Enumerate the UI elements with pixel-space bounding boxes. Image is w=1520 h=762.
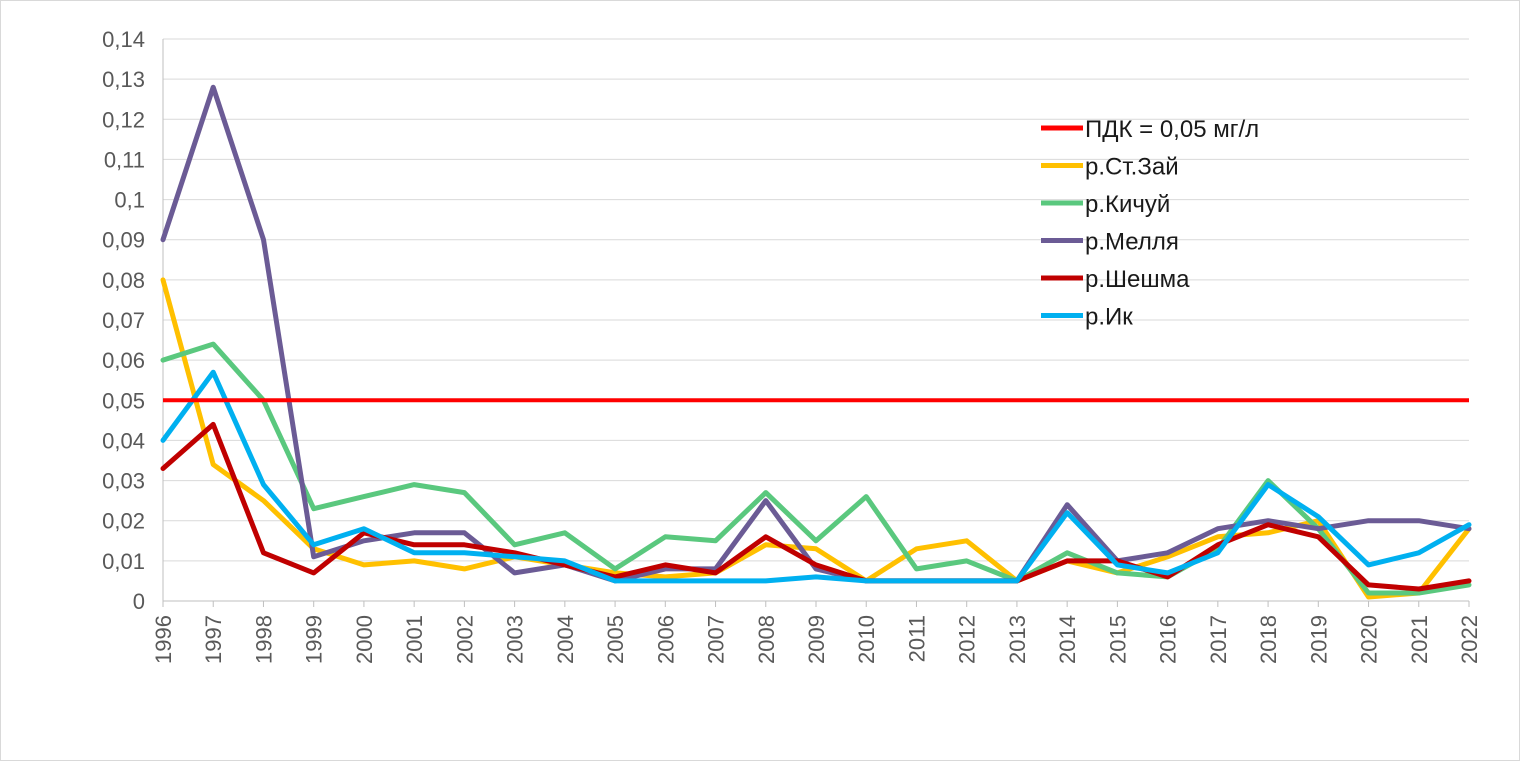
series-line-1 (160, 277, 1472, 600)
x-tick-label: 2008 (754, 615, 779, 664)
y-tick-label: 0,13 (102, 67, 145, 92)
x-tick-label: 1997 (201, 615, 226, 664)
x-tick-label: 2021 (1407, 615, 1432, 664)
y-tick-label: 0,14 (102, 27, 145, 52)
x-tick-label: 2001 (402, 615, 427, 664)
x-tick-label: 2003 (503, 615, 528, 664)
y-tick-label: 0,08 (102, 268, 145, 293)
x-tick-label: 2012 (955, 615, 980, 664)
legend-label: р.Ик (1085, 304, 1133, 331)
y-tick-label: 0,12 (102, 107, 145, 132)
x-tick-label: 2020 (1357, 615, 1382, 664)
y-tick-label: 0,04 (102, 428, 145, 453)
x-tick-label: 2019 (1306, 615, 1331, 664)
legend-label: р.Мелля (1085, 229, 1179, 256)
x-tick-label: 1998 (251, 615, 276, 664)
x-tick-labels: 1996 1997 1998 1999 2000 2001 2002 2003 2004 2005… (151, 601, 1482, 664)
y-tick-label: 0,09 (102, 228, 145, 253)
x-tick-label: 2000 (352, 615, 377, 664)
x-tick-label: 2017 (1206, 615, 1231, 664)
series-lines (160, 84, 1472, 600)
legend-label: р.Кичуй (1085, 191, 1170, 218)
x-tick-label: 2002 (452, 615, 477, 664)
y-tick-label: 0,11 (104, 147, 145, 172)
x-tick-label: 2004 (553, 615, 578, 664)
y-tick-label: 0,07 (102, 308, 145, 333)
x-tick-label: 2011 (904, 615, 929, 662)
series-line-2 (160, 341, 1472, 596)
y-tick-label: 0,01 (102, 549, 145, 574)
x-tick-label: 2014 (1055, 615, 1080, 664)
y-tick-labels: 0 0,01 0,02 0,03 0,04 0,05 0,06 0,07 0,08 0,09 0,1… (102, 27, 145, 614)
legend-label: р.Шешма (1085, 266, 1190, 293)
y-tick-label: 0,05 (102, 388, 145, 413)
y-tick-label: 0,1 (114, 188, 145, 213)
x-tick-label: 2010 (854, 615, 879, 664)
x-tick-label: 1999 (302, 615, 327, 664)
x-tick-label: 2007 (704, 615, 729, 664)
x-tick-label: 2013 (1005, 615, 1030, 664)
legend-label: ПДК = 0,05 мг/л (1085, 116, 1259, 143)
y-tick-label: 0 (133, 589, 145, 614)
x-tick-label: 2018 (1256, 615, 1281, 664)
y-tick-label: 0,06 (102, 348, 145, 373)
x-tick-label: 2009 (804, 615, 829, 664)
x-tick-label: 2005 (603, 615, 628, 664)
series-line-3 (160, 84, 1472, 584)
legend: ПДК = 0,05 мг/л р.Ст.Зай р.Кичуй р.Мелля р.Ш… (1041, 116, 1259, 331)
y-tick-label: 0,02 (102, 509, 145, 534)
x-tick-label: 2015 (1105, 615, 1130, 664)
y-tick-label: 0,03 (102, 469, 145, 494)
x-tick-label: 1996 (151, 615, 176, 664)
legend-label: р.Ст.Зай (1085, 154, 1179, 181)
x-tick-label: 2006 (653, 615, 678, 664)
x-tick-label: 2016 (1156, 615, 1181, 664)
series-line-5 (160, 369, 1472, 584)
x-tick-label: 2022 (1457, 615, 1482, 664)
